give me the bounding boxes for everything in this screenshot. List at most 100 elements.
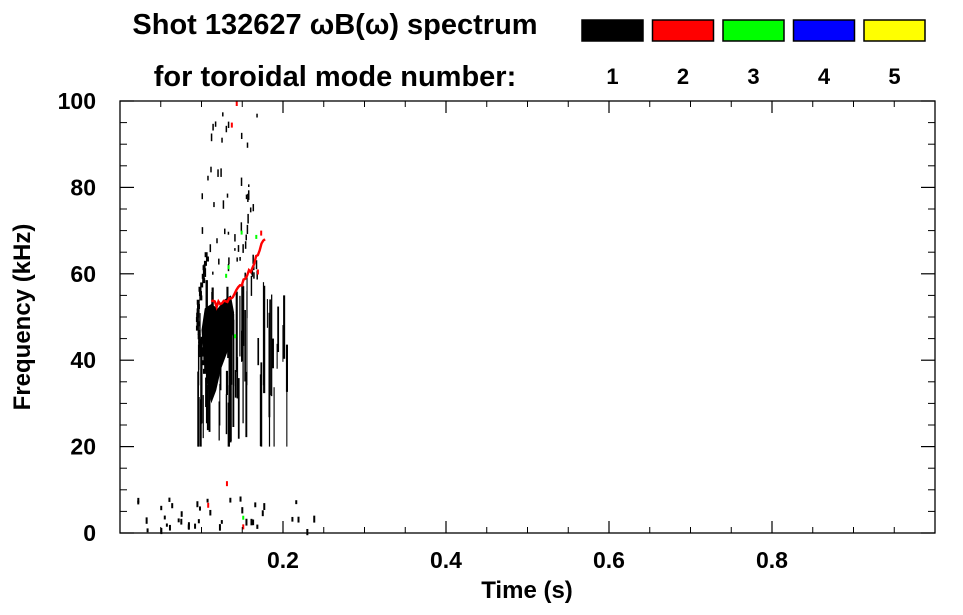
chart-title-line2: for toroidal mode number: bbox=[154, 61, 517, 93]
spectrum-dot-mode-1 bbox=[245, 194, 248, 200]
spectrum-dot-mode-1 bbox=[263, 503, 266, 510]
spectrum-dot-mode-1 bbox=[237, 245, 240, 252]
y-tick-label: 40 bbox=[70, 347, 96, 373]
y-tick-label: 0 bbox=[83, 520, 96, 546]
spectrum-dot-mode-1 bbox=[197, 334, 201, 340]
spectrum-dot-mode-3 bbox=[225, 273, 228, 278]
legend-label-mode-2: 2 bbox=[677, 64, 689, 89]
spectrum-dot-mode-1 bbox=[197, 519, 200, 524]
spectrum-dot-mode-1 bbox=[198, 291, 202, 297]
spectrum-dot-mode-1 bbox=[207, 175, 209, 181]
spectrum-dot-mode-1 bbox=[246, 224, 249, 235]
spectrum-dot-mode-1 bbox=[241, 507, 244, 514]
spectrum-dot-mode-2 bbox=[260, 230, 263, 236]
spectrum-dot-mode-1 bbox=[195, 317, 199, 322]
spectrum-dot-mode-1 bbox=[203, 355, 207, 361]
spectrum-dot-mode-3 bbox=[242, 515, 245, 520]
spectrum-dot-mode-1 bbox=[249, 207, 252, 213]
legend: 1 2 3 4 5 bbox=[581, 19, 926, 89]
spectrum-dot-mode-1 bbox=[210, 166, 212, 173]
spectrum-dot-mode-1 bbox=[217, 169, 219, 177]
spectrum-dot-mode-1 bbox=[239, 256, 241, 261]
spectrum-dot-mode-1 bbox=[218, 258, 220, 265]
spectrum-dot-mode-1 bbox=[247, 213, 249, 224]
spectrum-dot-mode-1 bbox=[225, 125, 228, 133]
spectrum-dot-mode-1 bbox=[295, 500, 298, 505]
spectrum-dot-mode-1 bbox=[247, 193, 249, 202]
spectrum-dot-mode-1 bbox=[220, 168, 222, 177]
spectrum-dot-mode-1 bbox=[248, 184, 250, 187]
spectrum-dot-mode-1 bbox=[239, 496, 242, 502]
spectrum-dot-mode-1 bbox=[201, 347, 205, 353]
x-tick-label: 0.4 bbox=[430, 547, 462, 573]
spectrum-dot-mode-1 bbox=[252, 254, 254, 264]
spectrum-dot-mode-1 bbox=[220, 520, 223, 524]
spectrum-dot-mode-1 bbox=[201, 193, 204, 200]
spectrum-dot-mode-1 bbox=[291, 516, 294, 522]
spectrum-dot-mode-1 bbox=[180, 518, 183, 525]
spectrum-dot-mode-1 bbox=[160, 505, 163, 511]
spectrum-dot-mode-1 bbox=[250, 518, 253, 526]
spectrum-dot-mode-1 bbox=[252, 519, 255, 526]
spectrum-dot-mode-1 bbox=[137, 500, 140, 505]
spectrum-dot-mode-1 bbox=[209, 509, 212, 516]
spectrum-dot-mode-1 bbox=[261, 510, 264, 517]
x-axis: 0.2 0.4 0.6 0.8 bbox=[160, 101, 895, 573]
spectrum-dot-mode-1 bbox=[212, 271, 214, 275]
spectrum-dot-mode-1 bbox=[200, 282, 204, 288]
x-axis-label: Time (s) bbox=[481, 577, 573, 604]
spectrum-dot-mode-3 bbox=[227, 265, 230, 270]
spectrum-dot-mode-1 bbox=[198, 286, 202, 292]
spectrum-dot-mode-1 bbox=[205, 377, 209, 383]
spectrum-dot-mode-1 bbox=[198, 506, 201, 511]
spectrum-dot-mode-1 bbox=[196, 308, 200, 314]
spectrum-dot-mode-1 bbox=[224, 228, 226, 235]
spectrum-dot-mode-1 bbox=[245, 234, 247, 241]
y-tick-label: 100 bbox=[58, 88, 96, 114]
legend-label-mode-1: 1 bbox=[606, 64, 618, 89]
spectrum-dot-mode-1 bbox=[214, 121, 217, 127]
x-tick-label: 0.6 bbox=[593, 547, 625, 573]
spectrum-dot-mode-1 bbox=[137, 497, 140, 503]
spectrum-dot-mode-1 bbox=[209, 244, 212, 253]
spectrum-dot-mode-1 bbox=[199, 295, 203, 301]
spectrum-dot-mode-1 bbox=[212, 123, 214, 131]
spectrum-dot-mode-1 bbox=[204, 268, 207, 277]
y-axis: 0 20 40 60 80 100 bbox=[58, 88, 935, 546]
spectrum-dot-mode-1 bbox=[226, 193, 229, 198]
spectrum-dot-mode-3 bbox=[234, 334, 237, 339]
spectrum-marks bbox=[137, 101, 316, 536]
spectrum-dot-mode-1 bbox=[196, 312, 200, 318]
spectrum-dot-mode-1 bbox=[198, 338, 202, 344]
spectrum-dot-mode-1 bbox=[244, 272, 246, 279]
spectrum-dot-mode-2 bbox=[230, 122, 233, 128]
spectrum-dot-mode-1 bbox=[202, 278, 206, 284]
spectrum-dot-mode-1 bbox=[180, 511, 183, 517]
spectrum-dot-mode-3 bbox=[240, 230, 243, 235]
chart-title-line1: Shot 132627 ωB(ω) spectrum bbox=[132, 9, 537, 41]
spectrum-dot-mode-1 bbox=[202, 368, 206, 374]
spectrum-dot-mode-1 bbox=[252, 204, 255, 212]
spectrum-dot-mode-1 bbox=[197, 329, 201, 335]
spectrum-dot-mode-1 bbox=[201, 227, 204, 234]
spectrum-dot-mode-1 bbox=[240, 132, 243, 139]
spectrum-dot-mode-1 bbox=[194, 523, 197, 529]
spectrum-dot-mode-2 bbox=[235, 101, 238, 106]
legend-swatch-mode-4 bbox=[792, 19, 856, 42]
spectrum-dot-mode-1 bbox=[205, 256, 209, 262]
spectrum-dot-mode-1 bbox=[163, 515, 166, 520]
spectrum-dot-mode-1 bbox=[201, 351, 205, 357]
spectrum-dot-mode-1 bbox=[234, 248, 236, 251]
spectrum-dot-mode-1 bbox=[177, 518, 180, 523]
spectrum-dot-mode-1 bbox=[313, 515, 316, 523]
legend-label-mode-4: 4 bbox=[818, 64, 831, 89]
y-tick-label: 20 bbox=[70, 434, 96, 460]
spectrum-dot-mode-1 bbox=[202, 360, 206, 366]
spectrum-dot-mode-1 bbox=[222, 200, 225, 209]
spectrum-dot-mode-1 bbox=[168, 524, 171, 531]
spectrum-dot-mode-1 bbox=[204, 252, 208, 258]
spectrum-dot-mode-1 bbox=[196, 299, 200, 305]
spectrum-dot-mode-1 bbox=[244, 241, 247, 249]
x-tick-label: 0.2 bbox=[267, 547, 299, 573]
spectrum-dot-mode-1 bbox=[227, 231, 230, 235]
